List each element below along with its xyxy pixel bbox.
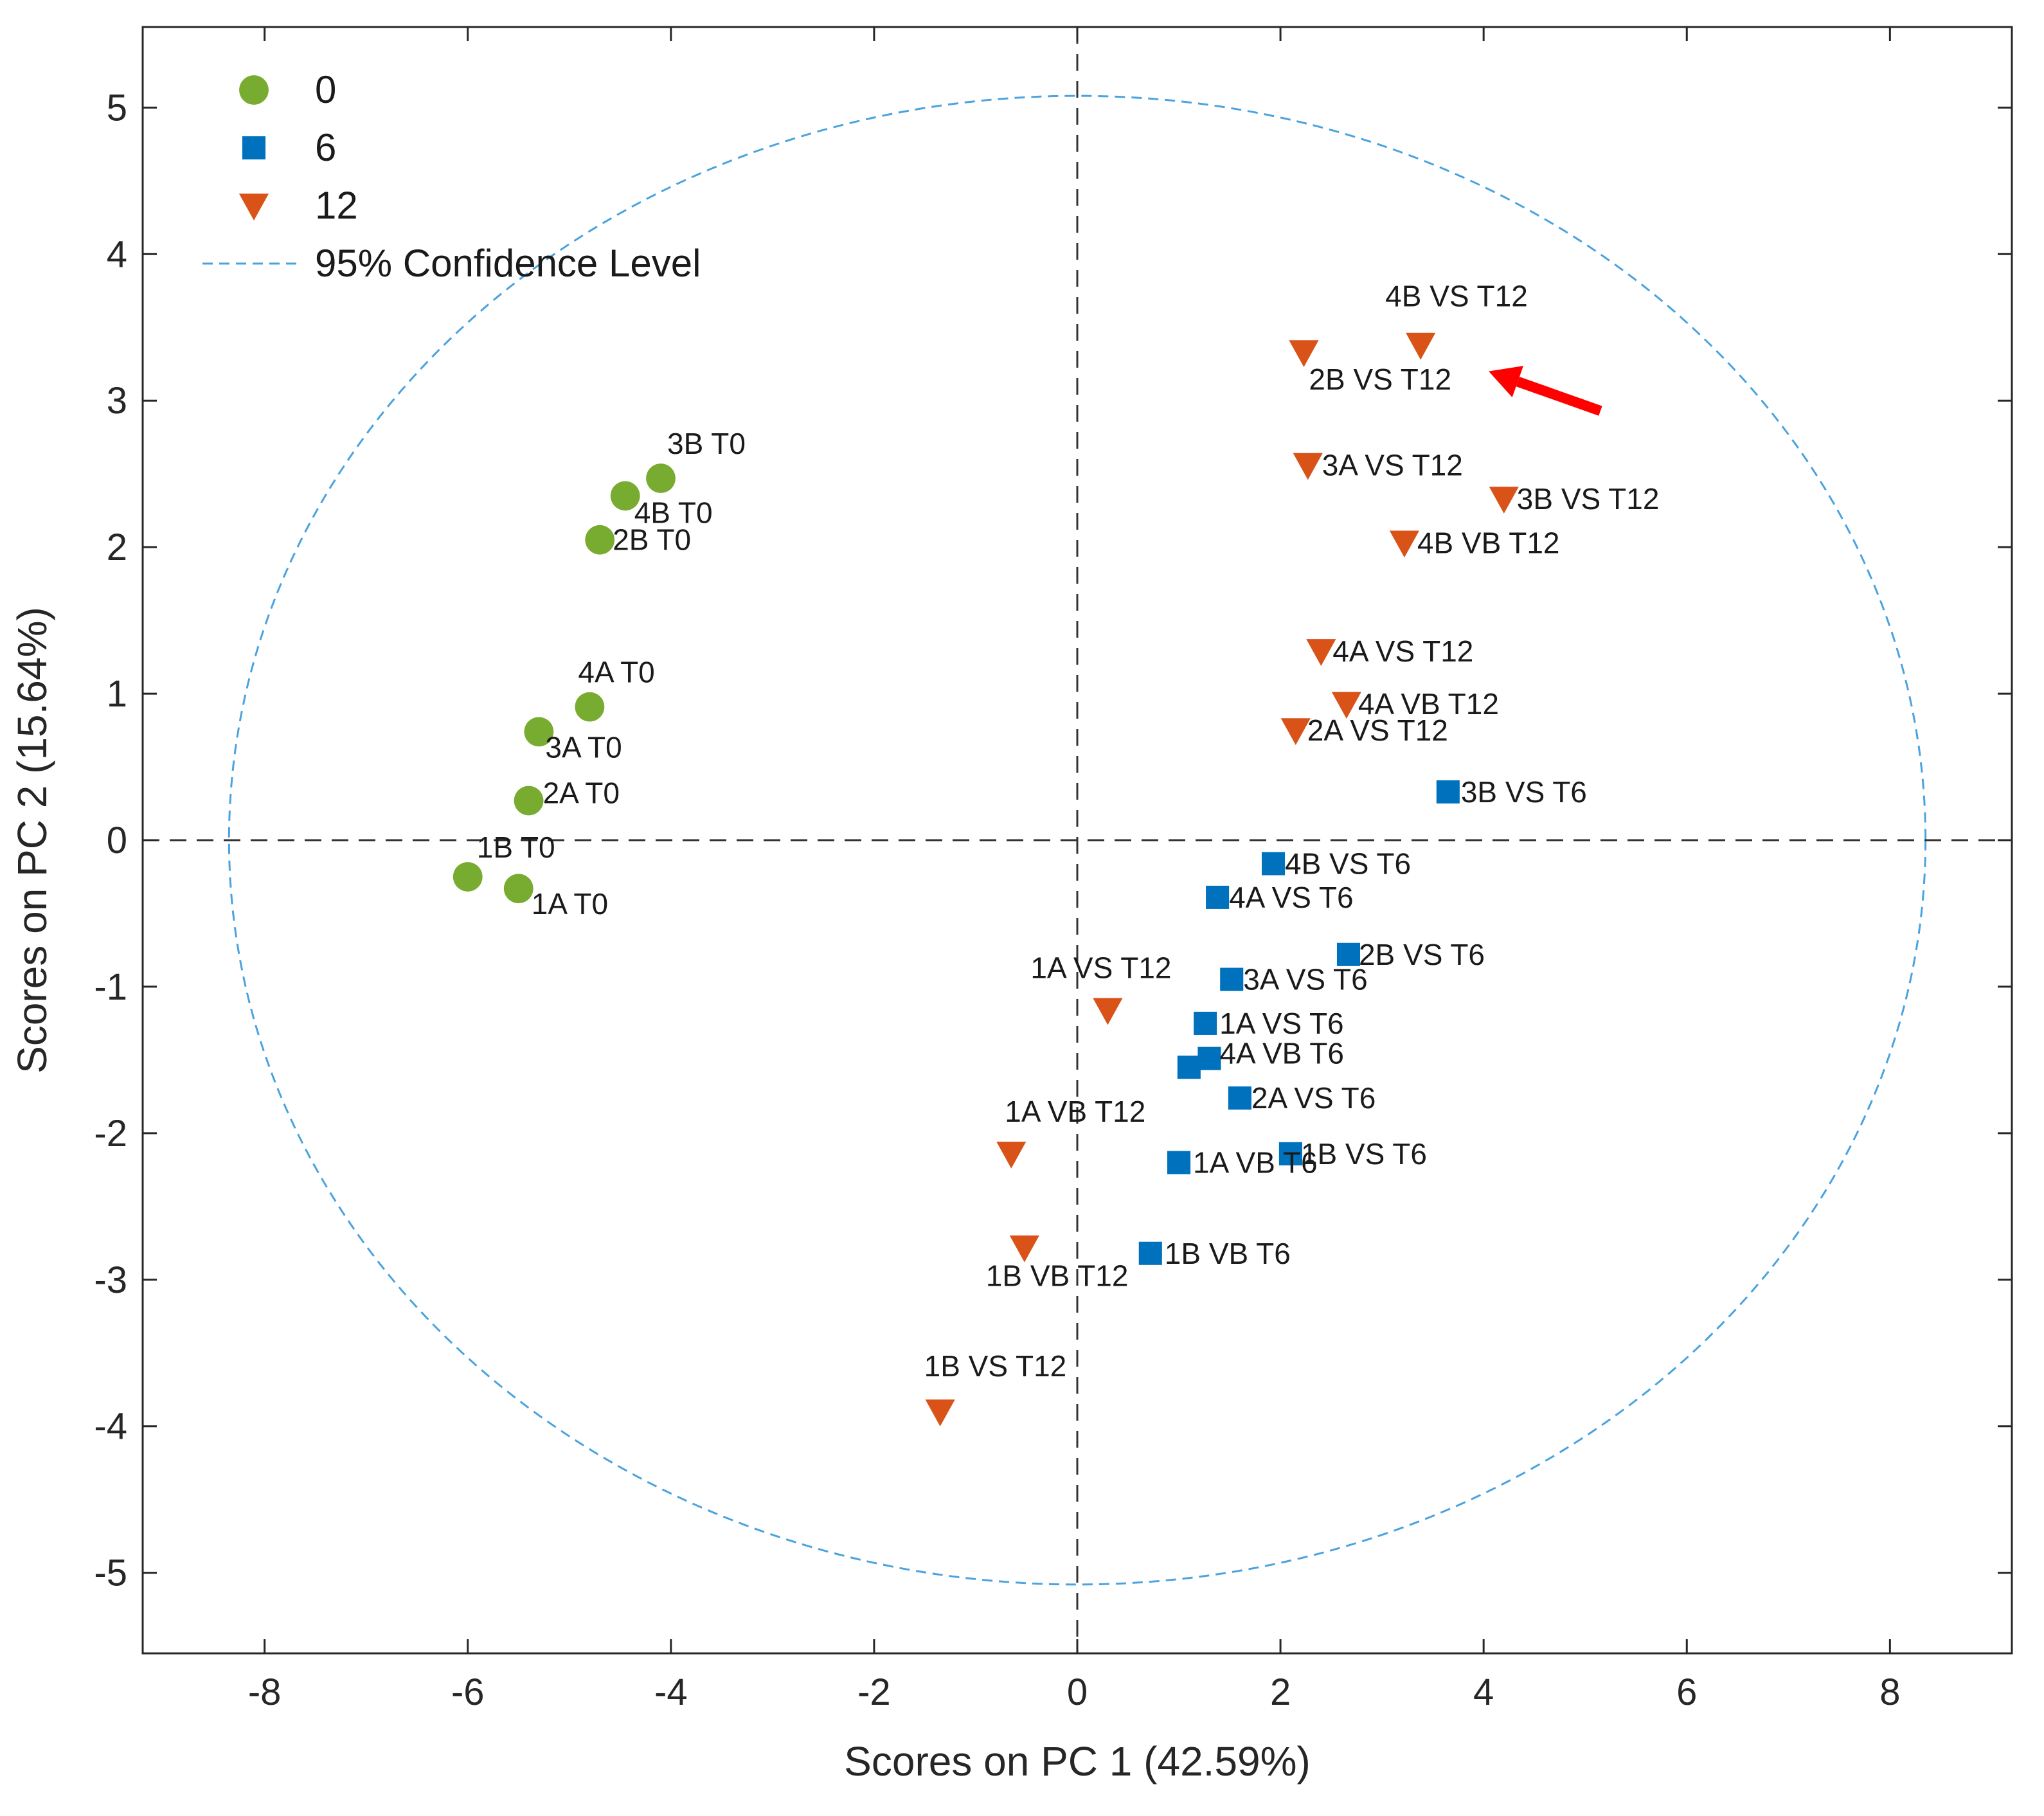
data-point-series-12 — [1489, 487, 1519, 514]
data-point-series-6 — [1206, 885, 1230, 909]
data-point-label: 4B VS T6 — [1285, 847, 1411, 880]
data-point-label: 4A VS T12 — [1332, 634, 1473, 668]
data-point-series-12 — [925, 1399, 955, 1426]
legend-entry-label: 6 — [315, 126, 336, 169]
y-tick-label: -5 — [94, 1552, 127, 1594]
data-point-label: 4B VS T12 — [1385, 280, 1528, 313]
legend-marker-series-12 — [238, 193, 269, 220]
data-point-series-0 — [514, 786, 544, 816]
legend-entry-label: 12 — [315, 184, 358, 227]
x-tick-label: 8 — [1879, 1671, 1900, 1713]
data-point-series-0 — [524, 717, 554, 747]
data-point-series-6 — [1228, 1086, 1251, 1110]
data-point-label: 4A VS T6 — [1229, 881, 1354, 914]
data-point-label: 1A VS T12 — [1030, 951, 1171, 984]
x-tick-label: 0 — [1067, 1671, 1088, 1713]
data-point-label: 3A T0 — [545, 730, 622, 764]
data-point-series-0 — [575, 692, 605, 722]
data-point-series-12 — [1009, 1235, 1039, 1263]
x-tick-label: -8 — [248, 1671, 282, 1713]
data-point-series-6 — [1167, 1151, 1191, 1174]
data-point-label: 2A VS T12 — [1307, 714, 1448, 747]
data-point-series-6 — [1197, 1047, 1221, 1070]
annotation-arrow-shaft — [1516, 377, 1602, 416]
x-tick-label: -4 — [654, 1671, 688, 1713]
data-point-label: 1A VS T6 — [1219, 1007, 1344, 1040]
data-point-series-0 — [585, 525, 615, 555]
data-point-label: 3A VS T12 — [1322, 449, 1463, 482]
y-tick-label: -3 — [94, 1259, 127, 1301]
data-point-label: 4A VB T12 — [1358, 687, 1499, 721]
y-tick-label: 1 — [107, 673, 127, 715]
data-point-label: 4B VB T12 — [1417, 526, 1560, 559]
data-point-series-12 — [1289, 340, 1319, 367]
data-point-label: 2B VS T6 — [1359, 938, 1485, 971]
legend-entry-label: 0 — [315, 68, 336, 111]
data-point-series-6 — [1194, 1011, 1217, 1035]
data-point-series-0 — [503, 874, 533, 904]
y-tick-label: -4 — [94, 1406, 127, 1448]
data-point-series-12 — [1280, 718, 1311, 746]
annotation-arrow-head — [1489, 366, 1524, 398]
data-point-series-6 — [1220, 967, 1244, 991]
data-point-label: 3B VS T6 — [1461, 775, 1587, 809]
y-tick-label: 5 — [107, 87, 127, 129]
data-point-label: 1A T0 — [532, 887, 608, 921]
data-point-series-12 — [1093, 998, 1123, 1025]
y-tick-label: 3 — [107, 380, 127, 422]
x-tick-label: -2 — [857, 1671, 891, 1713]
data-point-series-6 — [1177, 1056, 1201, 1079]
data-point-label: 4A VB T6 — [1219, 1037, 1344, 1070]
data-point-label: 1B VB T12 — [986, 1259, 1129, 1293]
data-point-series-12 — [1406, 332, 1436, 360]
x-tick-label: 4 — [1473, 1671, 1494, 1713]
y-axis-title: Scores on PC 2 (15.64%) — [9, 607, 55, 1074]
data-point-series-0 — [453, 862, 483, 892]
legend-marker-series-6 — [242, 136, 266, 160]
data-point-label: 1A VB T12 — [1005, 1095, 1145, 1128]
y-tick-label: 2 — [107, 526, 127, 568]
data-point-label: 1B VS T12 — [924, 1349, 1067, 1383]
legend-marker-series-0 — [239, 75, 269, 105]
data-point-label: 2A T0 — [543, 776, 620, 809]
data-point-label: 3B T0 — [667, 427, 746, 460]
data-point-series-12 — [1389, 530, 1419, 558]
data-point-label: 4A T0 — [578, 656, 654, 689]
data-point-series-6 — [1138, 1241, 1162, 1265]
data-point-label: 2A VS T6 — [1251, 1081, 1376, 1115]
data-point-series-12 — [1331, 692, 1361, 719]
data-point-label: 1A VB T6 — [1193, 1146, 1318, 1179]
data-point-label: 2B VS T12 — [1309, 363, 1451, 396]
data-point-series-6 — [1278, 1142, 1302, 1165]
data-point-series-12 — [996, 1141, 1026, 1169]
x-tick-label: 2 — [1270, 1671, 1291, 1713]
data-point-series-0 — [610, 481, 640, 511]
data-point-label: 1B VS T6 — [1301, 1137, 1427, 1171]
x-axis-title: Scores on PC 1 (42.59%) — [844, 1738, 1311, 1785]
data-point-label: 4B T0 — [634, 496, 713, 529]
data-point-series-6 — [1336, 942, 1361, 966]
data-point-label: 1B T0 — [477, 831, 555, 864]
y-tick-label: -2 — [94, 1113, 127, 1155]
data-point-label: 1B VB T6 — [1165, 1237, 1291, 1270]
x-tick-label: -6 — [451, 1671, 485, 1713]
data-point-series-12 — [1293, 453, 1323, 480]
x-tick-label: 6 — [1676, 1671, 1697, 1713]
y-tick-label: 0 — [107, 820, 127, 861]
data-point-label: 2B T0 — [613, 523, 691, 557]
data-point-series-6 — [1436, 780, 1460, 804]
data-point-series-6 — [1261, 852, 1286, 876]
data-point-series-0 — [646, 463, 676, 493]
data-point-series-12 — [1306, 639, 1336, 666]
legend-entry-label: 95% Confidence Level — [315, 242, 701, 285]
data-point-label: 3A VS T6 — [1243, 963, 1368, 996]
y-tick-label: 4 — [107, 233, 127, 275]
y-tick-label: -1 — [94, 966, 127, 1008]
data-point-label: 3B VS T12 — [1517, 482, 1660, 516]
